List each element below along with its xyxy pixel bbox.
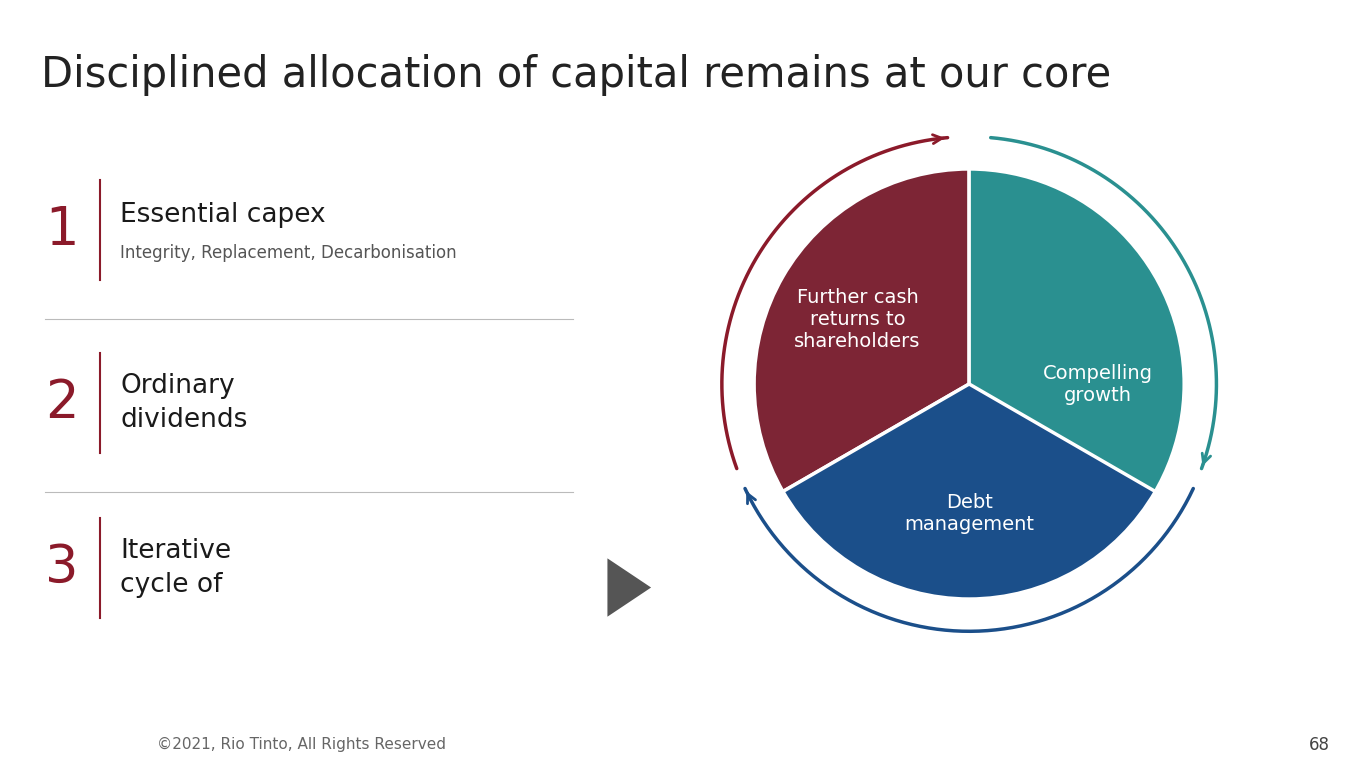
Text: Disciplined allocation of capital remains at our core: Disciplined allocation of capital remain… — [41, 54, 1111, 96]
Text: RioTinto: RioTinto — [42, 723, 120, 741]
Text: Further cash
returns to
shareholders: Further cash returns to shareholders — [794, 288, 920, 351]
Text: Ordinary
dividends: Ordinary dividends — [120, 373, 247, 433]
Wedge shape — [784, 384, 1155, 599]
Text: Debt
management: Debt management — [904, 492, 1035, 534]
Text: ©2021, Rio Tinto, All Rights Reserved: ©2021, Rio Tinto, All Rights Reserved — [157, 737, 446, 753]
Wedge shape — [753, 169, 969, 492]
Polygon shape — [607, 558, 651, 617]
Text: 3: 3 — [45, 542, 79, 594]
Text: Compelling
growth: Compelling growth — [1043, 363, 1153, 405]
Text: 2: 2 — [45, 377, 79, 429]
Wedge shape — [969, 169, 1185, 599]
Text: 68: 68 — [1309, 736, 1330, 754]
Text: Iterative
cycle of: Iterative cycle of — [120, 538, 231, 598]
Text: Essential capex: Essential capex — [120, 202, 326, 228]
Text: 1: 1 — [45, 204, 79, 257]
Text: Integrity, Replacement, Decarbonisation: Integrity, Replacement, Decarbonisation — [120, 244, 457, 263]
